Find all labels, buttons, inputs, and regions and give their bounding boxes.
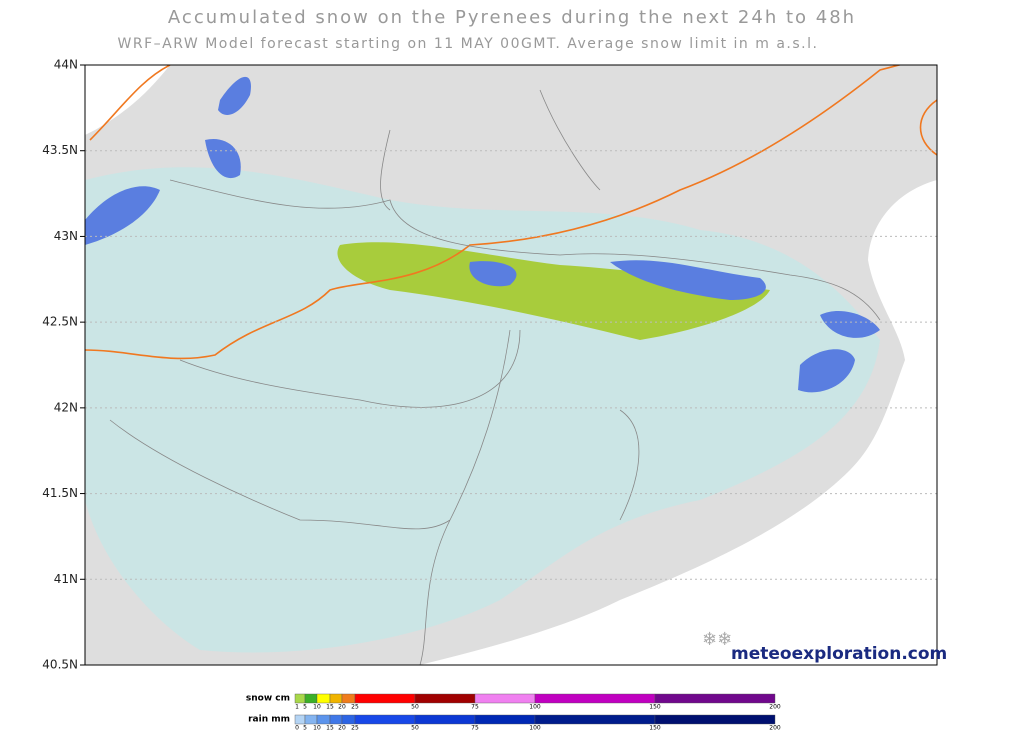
legend-swatch [414,714,476,725]
legend-tick: 1 [295,704,299,711]
legend-swatch [316,714,331,725]
legend-tick: 5 [303,704,307,711]
legend-swatch [534,693,656,704]
brand: meteoexploration.com [731,644,947,664]
legend-swatch [474,714,536,725]
snow-area [85,186,160,245]
legend-swatch [654,714,776,725]
legend-tick: 50 [411,704,419,711]
snow-area [337,242,770,340]
legend-tick: 0 [295,725,299,730]
latitude-label: 41.5N [42,486,78,500]
legend-tick: 20 [338,704,346,711]
latitude-label: 41N [54,572,78,586]
borders [109,89,881,665]
snow-area [798,349,855,393]
legend-swatch [329,714,343,725]
latitude-label: 44N [54,58,78,72]
legend-tick: 5 [303,725,307,730]
legend-swatch [329,693,343,704]
legend-tick: 10 [313,725,321,730]
latitude-label: 43.5N [42,143,78,157]
legend-tick: 200 [769,704,781,711]
legend-title: snow cm [246,694,290,704]
latitude-axis: 44N 43.5N 43N 42.5N 42N 41.5N 41N 40.5N [42,58,85,672]
latitude-label: 42N [54,400,78,414]
legend-swatch [354,714,416,725]
snow-area [610,260,766,300]
legend-swatch [294,714,306,725]
legend-title: rain mm [248,715,290,725]
legend-tick: 100 [529,725,541,730]
snow-area [205,138,241,179]
latitude-label: 42.5N [42,315,78,329]
legend-tick: 20 [338,725,346,730]
legend-tick: 100 [529,704,541,711]
legend-swatch [294,693,306,704]
snow-area [218,76,251,115]
subtitle: WRF–ARW Model forecast starting on 11 MA… [118,36,819,52]
legend-tick: 150 [649,725,661,730]
legend-tick: 15 [326,704,334,711]
legend-tick: 25 [351,725,359,730]
legend-tick: 25 [351,704,359,711]
legend-swatch [354,693,416,704]
map-frame [84,64,938,666]
legend-swatch [341,693,356,704]
map [85,65,937,665]
legend-swatch [534,714,656,725]
legend-swatch [304,693,318,704]
legend-swatch [654,693,776,704]
sea [420,180,937,665]
snowflake-icon: ❄❄ [702,629,732,650]
legend-swatch [474,693,536,704]
legend-tick: 200 [769,725,781,730]
legend-swatch [414,693,476,704]
latitude-label: 43N [54,229,78,243]
legend-tick: 15 [326,725,334,730]
grid [85,150,937,580]
legend-swatch [316,693,331,704]
legend-tick: 50 [411,725,419,730]
legend-tick: 75 [471,704,479,711]
legend-tick: 150 [649,704,661,711]
legend-tick: 10 [313,704,321,711]
title: Accumulated snow on the Pyrenees during … [168,7,856,28]
legend-tick: 75 [471,725,479,730]
legend-swatch [304,714,318,725]
latitude-label: 40.5N [42,658,78,672]
legend-swatch [341,714,356,725]
snow-area [469,261,517,287]
snow-area [820,310,880,338]
